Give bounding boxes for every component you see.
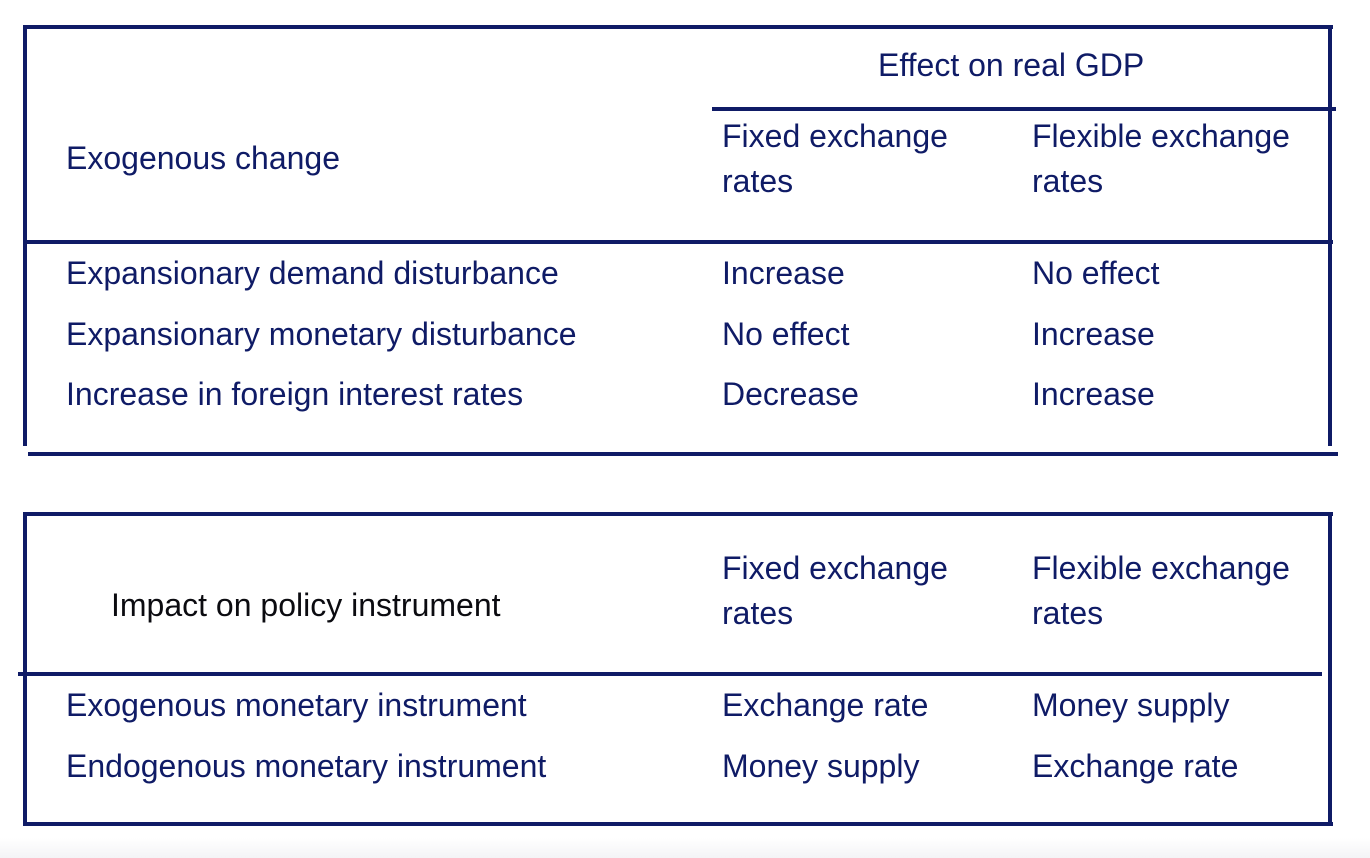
table1-col-fixed-line2: rates	[722, 163, 794, 199]
table1-col-flexible-line2: rates	[1032, 163, 1104, 199]
fixed-value: No effect	[722, 316, 850, 352]
row-label: Expansionary demand disturbance	[66, 255, 559, 291]
flexible-value: No effect	[1032, 255, 1160, 291]
table1-col-flexible-line1: Flexible exchange	[1032, 118, 1290, 154]
row-label: Increase in foreign interest rates	[66, 376, 524, 412]
fixed-value: Increase	[722, 255, 845, 291]
table2-col-fixed-line1: Fixed exchange	[722, 550, 948, 586]
table1-bottom-rule	[28, 452, 1338, 456]
table2-right-border	[1328, 512, 1332, 826]
fixed-value: Money supply	[722, 748, 920, 784]
flexible-value: Increase	[1032, 316, 1155, 352]
row-label: Endogenous monetary instrument	[66, 748, 547, 784]
flexible-value: Money supply	[1032, 687, 1230, 723]
table1-group-header: Effect on real GDP	[878, 47, 1145, 83]
table2-header-rule	[18, 672, 1322, 676]
table1-row-header: Exogenous change	[66, 140, 340, 176]
table2-top-border	[23, 512, 1333, 516]
table2-col-flexible-line2: rates	[1032, 595, 1104, 631]
fixed-value: Decrease	[722, 376, 859, 412]
table2-col-fixed-line2: rates	[722, 595, 794, 631]
table2-bottom-border	[23, 822, 1333, 826]
table2-row-header: Impact on policy instrument	[111, 587, 501, 623]
flexible-value: Increase	[1032, 376, 1155, 412]
table1-left-border	[23, 25, 27, 446]
bottom-edge-shade	[0, 838, 1370, 858]
flexible-value: Exchange rate	[1032, 748, 1239, 784]
row-label: Exogenous monetary instrument	[66, 687, 527, 723]
table1-header-rule	[23, 240, 1333, 244]
table1-top-border	[23, 25, 1333, 29]
row-label: Expansionary monetary disturbance	[66, 316, 577, 352]
table1-col-fixed-line1: Fixed exchange	[722, 118, 948, 154]
table2-left-border	[23, 512, 27, 826]
fixed-value: Exchange rate	[722, 687, 929, 723]
table1-group-rule	[712, 107, 1336, 111]
table1-right-border	[1328, 25, 1332, 446]
table2-col-flexible-line1: Flexible exchange	[1032, 550, 1290, 586]
